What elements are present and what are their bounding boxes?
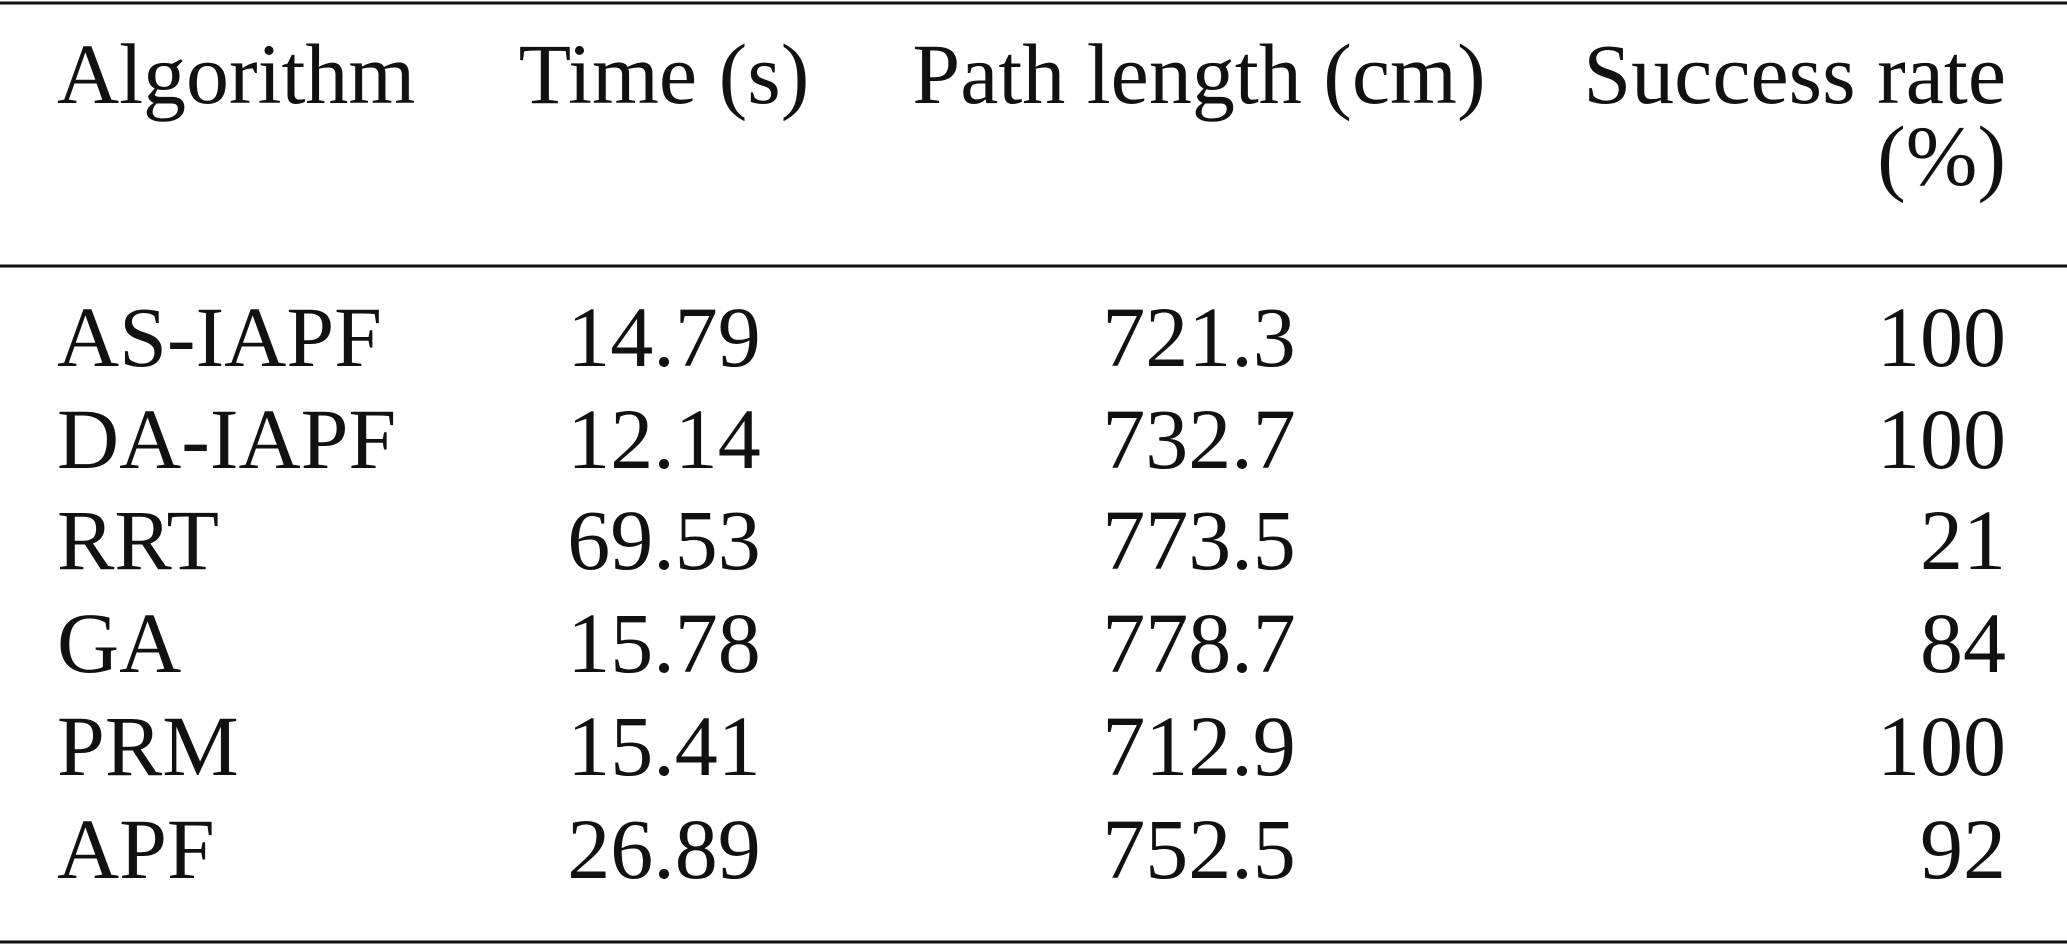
header-cell: (%) [1877,108,2006,204]
row-label: RRT [57,492,219,588]
row-label: APF [57,801,215,897]
cell: 773.5 [1102,492,1296,588]
cell: 15.41 [567,698,761,794]
row-label: AS-IAPF [57,289,382,385]
row-label: DA-IAPF [57,391,396,487]
cell: 12.14 [567,391,761,487]
cell: 14.79 [567,289,761,385]
cell: 100 [1877,698,2006,794]
cell: 721.3 [1102,289,1296,385]
cell: 15.78 [567,595,761,691]
cell: 752.5 [1102,801,1296,897]
cell: 778.7 [1102,595,1296,691]
header-cell: Algorithm [57,26,415,122]
cell: 100 [1877,289,2006,385]
header-cell: Path length (cm) [912,26,1485,122]
row-label: GA [57,595,181,691]
row-label: PRM [57,698,239,794]
cell: 26.89 [567,801,761,897]
header-cell: Success rate [1583,26,2006,122]
cell: 712.9 [1102,698,1296,794]
cell: 84 [1920,595,2006,691]
cell: 92 [1920,801,2006,897]
cell: 21 [1920,492,2006,588]
cell: 69.53 [567,492,761,588]
cell: 100 [1877,391,2006,487]
header-cell: Time (s) [519,26,810,122]
cell: 732.7 [1102,391,1296,487]
